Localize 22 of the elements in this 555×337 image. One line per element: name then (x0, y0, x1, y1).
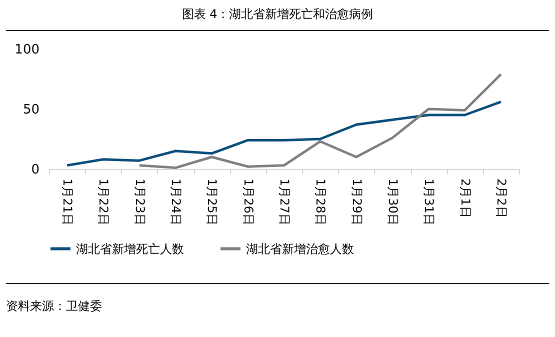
x-tick-label: 2月2日 (494, 178, 508, 218)
x-tick-label: 1月31日 (422, 178, 436, 226)
legend-label: 湖北省新增治愈人数 (246, 242, 354, 256)
line-series (66, 100, 502, 167)
x-tick-label: 1月29日 (350, 178, 364, 226)
chart-title: 图表 4：湖北省新增死亡和治愈病例 (180, 6, 374, 23)
y-tick-label: 50 (22, 102, 40, 118)
x-tick-label: 1月23日 (132, 178, 147, 226)
text: 资料来源：卫健委 (5, 298, 103, 315)
legend-label: 湖北省新增死亡人数 (76, 242, 184, 256)
x-tick-label: 1月28日 (314, 178, 328, 226)
x-tick-label: 1月22日 (96, 178, 111, 226)
x-tick-label: 1月26日 (241, 178, 256, 226)
line-series (138, 72, 502, 170)
x-tick-label: 2月1日 (458, 178, 472, 218)
y-tick-label: 100 (14, 42, 40, 58)
x-tick-label: 1月24日 (169, 178, 184, 226)
x-tick-label: 1月30日 (386, 178, 400, 226)
x-tick-label: 1月27日 (278, 178, 292, 226)
x-tick-label: 1月25日 (205, 178, 220, 226)
y-tick-label: 0 (31, 162, 40, 178)
x-tick-label: 1月21日 (60, 178, 75, 226)
